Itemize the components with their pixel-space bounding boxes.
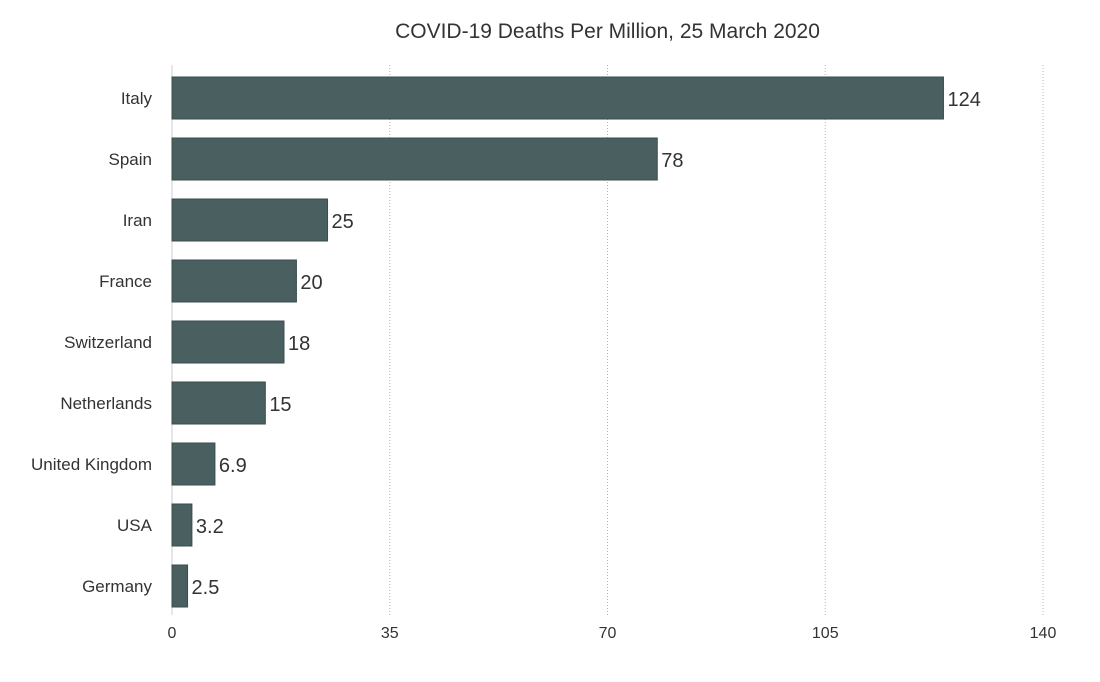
data-label: 6.9 bbox=[219, 455, 247, 477]
category-label: Spain bbox=[109, 150, 152, 169]
data-label: 78 bbox=[661, 150, 683, 172]
chart-title: COVID-19 Deaths Per Million, 25 March 20… bbox=[395, 20, 820, 43]
bar bbox=[171, 76, 944, 120]
bar bbox=[171, 442, 216, 486]
category-label: Netherlands bbox=[60, 394, 152, 413]
x-tick-label: 140 bbox=[1030, 625, 1057, 642]
data-label: 3.2 bbox=[196, 516, 224, 538]
x-tick-label: 70 bbox=[599, 625, 617, 642]
data-label: 20 bbox=[300, 272, 322, 294]
x-tick-label: 35 bbox=[381, 625, 399, 642]
data-label: 15 bbox=[269, 394, 291, 416]
bar bbox=[171, 503, 193, 547]
bar bbox=[171, 320, 285, 364]
category-label: Switzerland bbox=[64, 333, 152, 352]
category-label: Germany bbox=[82, 577, 152, 596]
bar bbox=[171, 198, 329, 242]
bar bbox=[171, 137, 658, 181]
category-label: United Kingdom bbox=[31, 455, 152, 474]
data-label: 124 bbox=[947, 89, 980, 111]
bar bbox=[171, 259, 297, 303]
bar bbox=[171, 381, 266, 425]
x-tick-label: 105 bbox=[812, 625, 839, 642]
category-label: Italy bbox=[121, 89, 153, 108]
data-label: 18 bbox=[288, 333, 310, 355]
data-label: 25 bbox=[332, 211, 354, 233]
x-tick-label: 0 bbox=[168, 625, 177, 642]
category-label: Iran bbox=[123, 211, 152, 230]
category-label: USA bbox=[117, 516, 153, 535]
data-label: 2.5 bbox=[192, 577, 220, 599]
bar bbox=[171, 564, 189, 608]
category-label: France bbox=[99, 272, 152, 291]
